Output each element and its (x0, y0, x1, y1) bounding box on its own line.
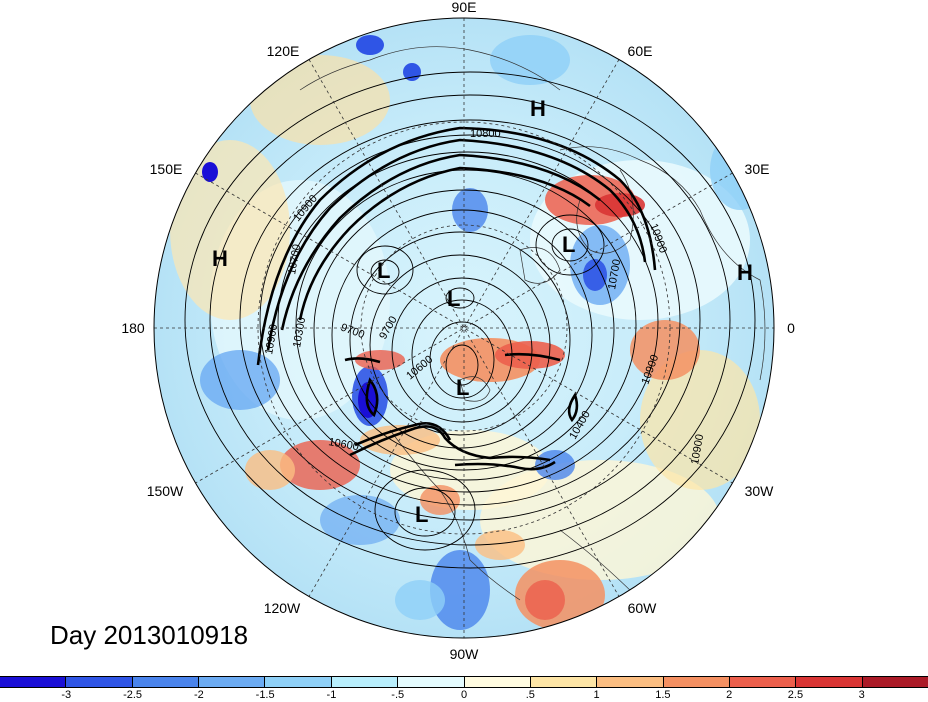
lon-label-60w: 60W (628, 600, 658, 616)
contour-label: 10700 (606, 258, 623, 290)
colorbar-swatch (729, 677, 797, 687)
colorbar-tick-label: -3 (61, 689, 72, 701)
high-pressure-label: H (530, 96, 546, 121)
colorbar-swatch (265, 677, 332, 687)
colorbar-tick-label: 0 (460, 689, 468, 701)
anomaly-field (154, 18, 774, 638)
height-contours (184, 71, 756, 569)
lon-label-120e: 120E (267, 43, 300, 59)
date-title: Day 2013010918 (50, 620, 249, 650)
graticule (154, 18, 774, 638)
colorbar-swatch (530, 677, 598, 687)
low-pressure-label: L (562, 232, 575, 257)
low-pressure-label: L (377, 258, 390, 283)
lon-label-0: 0 (787, 320, 795, 336)
lon-label-30e: 30E (745, 161, 770, 177)
contour-label: 10800 (470, 128, 501, 140)
colorbar-swatch (663, 677, 730, 687)
colorbar-swatch (464, 677, 531, 687)
contour-label: 10300 (291, 316, 308, 348)
colorbar-swatch (199, 677, 266, 687)
colorbar-tick-label: 1 (593, 689, 600, 701)
lon-label-90e: 90E (452, 0, 477, 15)
colorbar-swatch (597, 677, 664, 687)
colorbar-tick-label: -1.5 (255, 689, 275, 701)
pressure-centers: H H H L L L L L (212, 96, 753, 527)
colorbar-swatch (66, 677, 133, 687)
colorbar-swatch (331, 677, 399, 687)
colorbar-tick-label: 2.5 (787, 689, 804, 701)
colorbar: -3 -2.5 -2 -1.5 -1 -.5 0 .5 1 1.5 2 2.5 3 (0, 676, 928, 702)
colorbar-tick-label: -.5 (391, 689, 405, 701)
high-pressure-label: H (212, 246, 228, 271)
lon-label-150w: 150W (147, 483, 184, 499)
low-pressure-label: L (415, 502, 428, 527)
longitude-labels: 90E 60E 30E 0 30W 60W 90W 120W 150W 180 … (121, 0, 795, 662)
lon-label-120w: 120W (264, 600, 301, 616)
colorbar-swatch (398, 677, 465, 687)
lon-label-60e: 60E (628, 43, 653, 59)
lon-label-90w: 90W (450, 646, 480, 662)
contour-label: 10600 (327, 436, 359, 453)
low-pressure-label: L (447, 286, 460, 311)
lon-label-150e: 150E (150, 161, 183, 177)
colorbar-tick-label: 2 (726, 689, 733, 701)
colorbar-tick-label: 1.5 (655, 689, 671, 701)
colorbar-labels: -3 -2.5 -2 -1.5 -1 -.5 0 .5 1 1.5 2 2.5 3 (0, 688, 928, 702)
contour-label: 10700 (286, 243, 303, 275)
colorbar-tick-label: -1 (326, 689, 337, 701)
lon-label-180: 180 (121, 320, 145, 336)
colorbar-swatches (0, 676, 928, 688)
colorbar-tick-label: 3 (858, 689, 865, 701)
contour-label: 10900 (263, 323, 280, 355)
contour-label: 10900 (689, 433, 706, 465)
colorbar-tick-label: -2 (193, 689, 204, 701)
colorbar-tick-label: .5 (525, 689, 535, 701)
low-pressure-label: L (456, 375, 469, 400)
colorbar-swatch (132, 677, 200, 687)
lon-label-30w: 30W (745, 483, 775, 499)
colorbar-swatch (862, 677, 928, 687)
high-pressure-label: H (737, 260, 753, 285)
map-boundary (153, 17, 775, 639)
colorbar-swatch (796, 677, 863, 687)
colorbar-swatch (0, 677, 67, 687)
jet-contours (256, 126, 657, 471)
colorbar-tick-label: -2.5 (123, 689, 143, 701)
